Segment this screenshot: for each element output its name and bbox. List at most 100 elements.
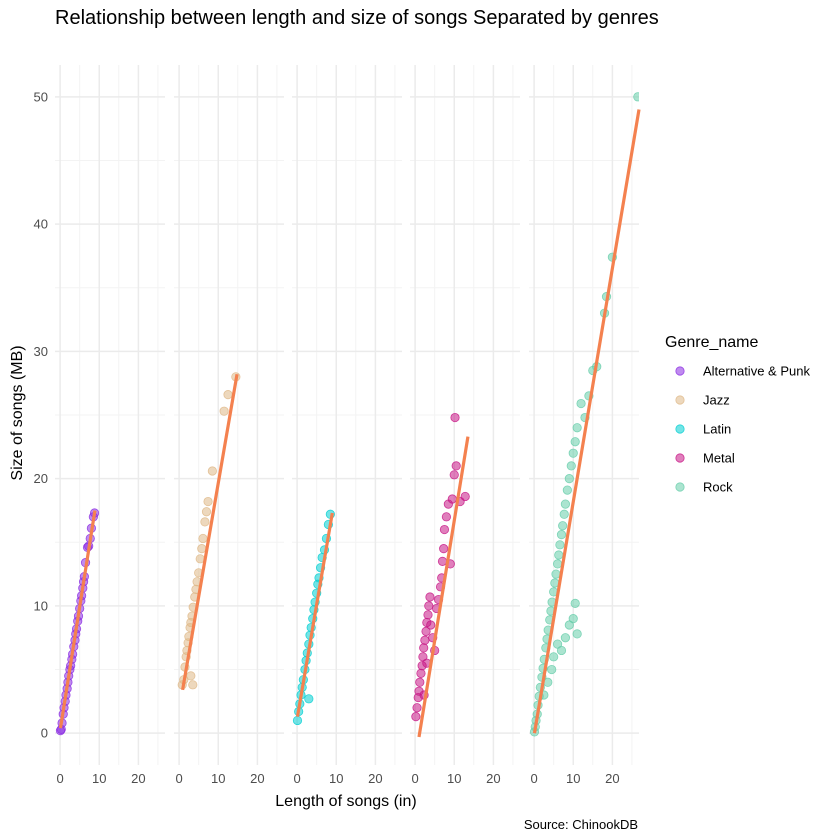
data-point [558, 521, 568, 531]
x-tick-label: 10 [566, 771, 580, 786]
data-point [411, 712, 421, 722]
data-point [549, 652, 559, 662]
facet-strip-label: Latin [333, 45, 361, 60]
legend-label: Rock [703, 480, 733, 495]
data-point [439, 524, 450, 535]
x-tick-label: 0 [530, 771, 537, 786]
data-point [198, 533, 208, 544]
data-point [207, 466, 217, 476]
data-point [188, 680, 198, 690]
data-point [568, 448, 578, 458]
x-tick-label: 20 [131, 771, 145, 786]
legend-title: Genre_name [665, 334, 758, 351]
data-point [566, 461, 576, 471]
data-point [568, 614, 578, 624]
data-point [551, 569, 561, 579]
x-tick-label: 20 [250, 771, 264, 786]
legend-label: Latin [703, 422, 731, 437]
x-tick-label: 0 [293, 771, 300, 786]
data-point [416, 668, 426, 678]
data-point [412, 703, 422, 713]
data-point [560, 633, 571, 643]
data-point [200, 517, 210, 527]
x-tick-label: 10 [447, 771, 461, 786]
trend-line [58, 510, 97, 729]
data-point [560, 499, 571, 509]
y-tick-label: 40 [34, 217, 48, 232]
facet-panel: Rock 0 10 20 [529, 45, 641, 786]
data-point [564, 474, 574, 484]
x-tick-label: 20 [605, 771, 619, 786]
data-point [547, 664, 557, 675]
y-tick-label: 20 [34, 471, 48, 486]
point-layer [411, 412, 470, 722]
data-point [197, 544, 207, 554]
data-point [562, 485, 572, 495]
data-point [304, 694, 314, 704]
data-point [460, 491, 470, 502]
data-point [437, 556, 448, 566]
trend-line [532, 109, 641, 734]
y-tick-label: 0 [41, 726, 48, 741]
data-point [424, 601, 434, 611]
data-point [219, 406, 229, 416]
y-axis-title: Size of songs (MB) [9, 345, 26, 480]
facet-panel: Alternative & Punk 0 10 20 [55, 45, 165, 786]
data-point [570, 437, 580, 447]
facet-strip-label: Rock [569, 45, 599, 60]
x-tick-label: 0 [411, 771, 418, 786]
y-tick-label: 30 [34, 344, 48, 359]
data-point [570, 598, 580, 608]
facet-panel: Metal 0 10 20 [410, 45, 520, 786]
x-tick-label: 10 [92, 771, 106, 786]
legend-key [675, 424, 685, 434]
data-point [572, 629, 582, 639]
legend-label: Alternative & Punk [703, 364, 810, 379]
data-point [423, 610, 433, 620]
trend-line [181, 374, 239, 691]
data-point [439, 544, 449, 554]
data-point [186, 671, 196, 681]
x-axis-title: Length of songs (in) [275, 793, 416, 810]
trend-line [417, 436, 470, 738]
x-tick-label: 20 [368, 771, 382, 786]
data-point [201, 507, 212, 517]
legend-label: Jazz [703, 393, 730, 408]
data-point [556, 645, 567, 656]
trend-line [295, 512, 334, 717]
data-point [559, 509, 569, 519]
data-point [447, 494, 457, 504]
facet-strip-label: Jazz [216, 45, 243, 60]
data-point [415, 677, 425, 687]
x-tick-label: 20 [486, 771, 500, 786]
facet-panel: Jazz 0 10 20 [174, 45, 284, 786]
legend-label: Metal [703, 451, 735, 466]
data-point [425, 592, 435, 602]
facet-strip-label: Alternative & Punk [57, 45, 164, 60]
legend-key [675, 482, 685, 492]
data-point [576, 398, 586, 409]
x-tick-label: 0 [56, 771, 63, 786]
data-point [292, 715, 303, 726]
data-point [420, 635, 430, 645]
data-point [556, 530, 567, 540]
x-tick-label: 0 [175, 771, 182, 786]
data-point [451, 461, 461, 471]
y-tick-label: 10 [34, 598, 48, 613]
facet-strip-label: Metal [449, 45, 481, 60]
chart-title: Relationship between length and size of … [55, 7, 659, 29]
legend-key [675, 366, 685, 376]
x-tick-label: 10 [211, 771, 225, 786]
data-point [572, 423, 582, 433]
data-point [419, 643, 429, 653]
data-point [426, 620, 436, 630]
chart-caption: Source: ChinookDB [524, 817, 638, 832]
data-point [552, 559, 563, 569]
legend: Alternative & Punk Jazz Latin Metal Rock [675, 364, 810, 495]
data-point [421, 626, 431, 636]
y-tick-label: 50 [34, 89, 48, 104]
x-tick-label: 10 [329, 771, 343, 786]
data-point [203, 496, 213, 507]
legend-key [675, 453, 685, 463]
